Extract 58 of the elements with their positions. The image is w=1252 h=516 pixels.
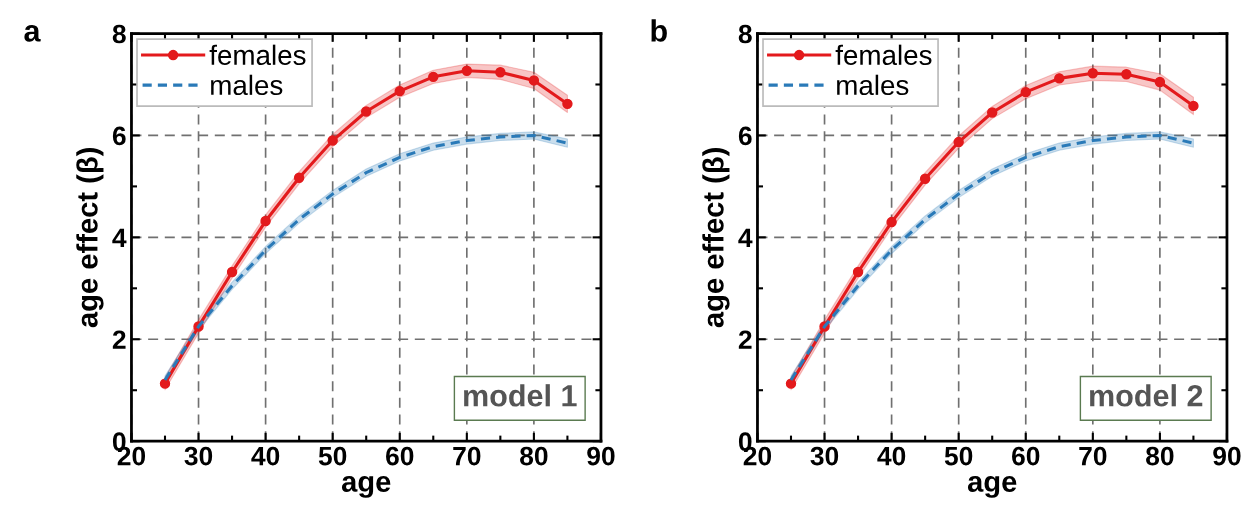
x-tick-label: 60 <box>386 446 414 466</box>
x-axis-title: age <box>341 475 391 498</box>
x-tick-label: 50 <box>944 446 973 466</box>
y-tick-label: 2 <box>738 330 752 349</box>
text: b <box>651 19 667 42</box>
x-tick-label: 30 <box>810 446 839 466</box>
point <box>293 172 305 183</box>
y-tick-label: 6 <box>112 126 126 146</box>
y-tick-label: 2 <box>112 330 126 349</box>
annotation: model 1 <box>464 384 577 407</box>
y-tick-label: 4 <box>738 228 753 247</box>
x-tick-label: 90 <box>587 446 615 466</box>
y-tick-label: 8 <box>112 24 126 44</box>
x-tick-label: 70 <box>453 446 481 466</box>
point <box>1054 73 1065 84</box>
point <box>159 378 171 389</box>
point <box>361 106 372 117</box>
point <box>1188 100 1199 112</box>
x-axis-title: age <box>967 475 1017 498</box>
point <box>852 266 864 278</box>
legend-label: males <box>211 74 283 96</box>
point <box>919 173 931 184</box>
legend-label: females <box>209 44 306 66</box>
x-tick-label: 40 <box>877 446 906 466</box>
legend-label: males <box>837 74 909 96</box>
x-tick-label: 30 <box>184 446 213 466</box>
point <box>886 216 897 228</box>
legend-label: females <box>835 44 932 66</box>
x-tick-label: 90 <box>1213 446 1241 466</box>
point <box>562 98 573 110</box>
point <box>327 135 338 146</box>
point <box>1154 76 1166 88</box>
point <box>528 75 540 86</box>
point <box>1121 69 1132 80</box>
point <box>495 67 506 78</box>
point <box>785 378 797 389</box>
point <box>987 107 998 118</box>
y-tick-label: 8 <box>738 24 752 44</box>
x-tick-label: 40 <box>251 446 280 466</box>
x-tick-label: 80 <box>1146 446 1174 466</box>
point <box>953 136 964 148</box>
y-tick-label: 6 <box>738 126 752 146</box>
point <box>428 71 439 83</box>
point <box>1020 86 1031 98</box>
annotation: model 2 <box>1090 384 1203 407</box>
text: a <box>24 25 41 42</box>
x-tick-label: 70 <box>1079 446 1107 466</box>
point <box>226 266 238 278</box>
y-tick-label: 4 <box>112 228 127 247</box>
x-tick-label: 80 <box>520 446 548 466</box>
y-axis-title: age effect (β) <box>702 148 730 328</box>
x-tick-label: 60 <box>1012 446 1040 466</box>
point <box>394 85 405 97</box>
point <box>461 65 473 76</box>
point <box>260 215 271 227</box>
x-tick-label: 50 <box>318 446 347 466</box>
point <box>1087 68 1099 79</box>
y-axis-title: age effect (β) <box>76 148 104 328</box>
